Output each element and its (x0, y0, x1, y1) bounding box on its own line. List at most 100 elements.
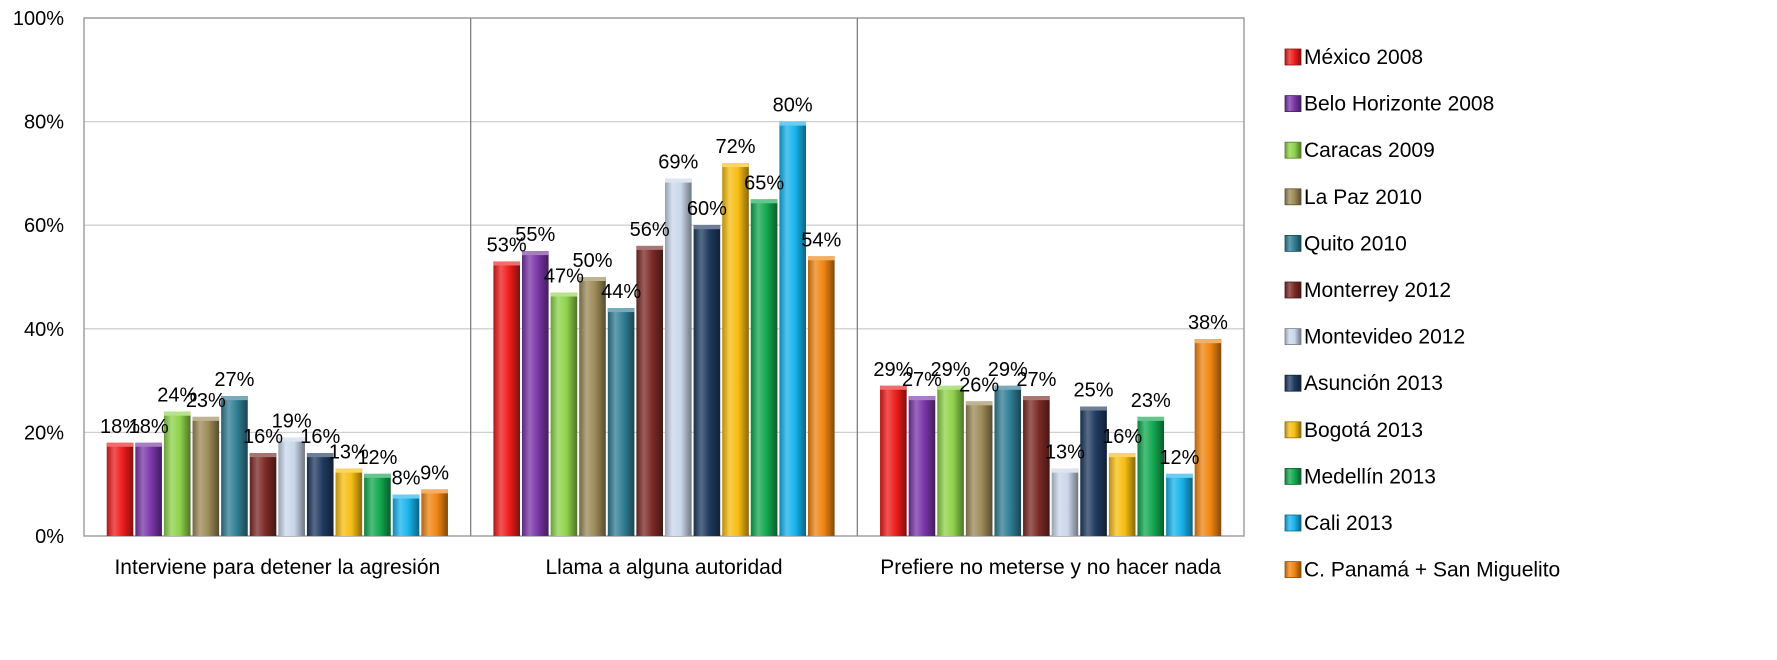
bar-top (249, 453, 277, 458)
bar (937, 385, 964, 536)
data-label: 54% (801, 229, 841, 251)
bar-top (750, 199, 778, 204)
bar (722, 163, 749, 537)
bar-top (364, 473, 391, 478)
bar (880, 385, 907, 536)
data-label: 50% (572, 250, 612, 272)
bar-top (335, 468, 363, 473)
bar (163, 411, 191, 536)
bar-top (994, 385, 1022, 390)
plot-border (83, 17, 1245, 537)
legend-swatch (1284, 561, 1302, 578)
data-label: 80% (773, 95, 813, 117)
bar-top (779, 121, 806, 126)
bar-top (163, 411, 191, 416)
data-label: 26% (959, 374, 999, 396)
bar-top (965, 401, 993, 406)
bar (693, 225, 721, 536)
data-label: 60% (687, 198, 727, 220)
data-label: 16% (243, 426, 283, 448)
bar (1108, 453, 1136, 536)
data-label: 12% (357, 447, 397, 469)
legend-swatch (1284, 234, 1302, 252)
legend-swatch (1284, 95, 1302, 112)
data-label: 29% (988, 359, 1028, 381)
data-label: 44% (601, 281, 641, 303)
bar-top (1080, 406, 1107, 411)
legend-swatch (1284, 514, 1302, 532)
bar (607, 308, 635, 536)
y-tick-label: 60% (24, 215, 64, 237)
bar (1166, 473, 1193, 536)
bar (306, 453, 334, 536)
data-label: 12% (1159, 447, 1199, 469)
bar-top (221, 396, 248, 401)
bar-top (722, 163, 749, 168)
y-tick-label: 80% (24, 112, 64, 134)
x-category-label: Prefiere no meterse y no hacer nada (880, 556, 1221, 579)
bar (665, 178, 692, 536)
legend-swatch (1284, 48, 1302, 66)
data-label: 72% (715, 136, 755, 158)
legend-label: La Paz 2010 (1304, 186, 1422, 209)
data-label: 19% (272, 411, 312, 433)
data-label: 69% (658, 152, 698, 174)
data-label: 23% (1131, 390, 1171, 412)
y-tick-label: 100% (13, 8, 64, 30)
data-label: 29% (873, 359, 913, 381)
bar-top (493, 261, 520, 266)
bar-top (607, 308, 635, 313)
data-label: 27% (1016, 369, 1056, 391)
legend-swatch (1284, 467, 1302, 485)
y-tick-label: 0% (35, 526, 64, 548)
legend-label: Caracas 2009 (1304, 139, 1435, 162)
y-tick-label: 20% (24, 422, 64, 444)
data-label: 16% (300, 426, 340, 448)
bar (364, 473, 391, 536)
data-label: 16% (1102, 426, 1142, 448)
legend-label: C. Panamá + San Miguelito (1304, 559, 1560, 582)
data-label: 24% (157, 385, 197, 407)
legend-label: Asunción 2013 (1304, 372, 1443, 395)
bar (1080, 406, 1107, 536)
bar (1137, 416, 1165, 536)
data-label: 27% (214, 369, 254, 391)
bar-top (522, 251, 549, 256)
bar (278, 437, 305, 536)
legend-label: Monterrey 2012 (1304, 279, 1451, 302)
bar (1051, 468, 1079, 536)
bar (522, 251, 549, 536)
bar-top (421, 489, 448, 494)
bar (550, 292, 578, 536)
bar (493, 261, 520, 536)
legend-label: Belo Horizonte 2008 (1304, 93, 1494, 116)
data-label: 27% (902, 369, 942, 391)
data-label: 18% (129, 416, 169, 438)
bar-top (808, 256, 835, 261)
bar-top (1194, 339, 1222, 344)
bar-top (550, 292, 578, 297)
legend-label: Cali 2013 (1304, 512, 1393, 535)
data-label: 23% (186, 390, 226, 412)
bar (335, 468, 363, 536)
bar (636, 245, 663, 537)
bar (779, 121, 806, 536)
bar-top (392, 494, 420, 499)
legend-swatch (1284, 421, 1302, 439)
legend-swatch (1284, 141, 1302, 159)
bar-top (636, 245, 663, 250)
data-label: 29% (931, 359, 971, 381)
x-category-label: Llama a alguna autoridad (545, 556, 782, 579)
data-label: 8% (392, 468, 421, 490)
data-label: 56% (630, 219, 670, 241)
bar (392, 494, 420, 536)
data-label: 47% (544, 266, 584, 288)
legend-label: Quito 2010 (1304, 232, 1407, 255)
bar-top (880, 385, 907, 390)
legend: México 2008 Belo Horizonte 2008 Caracas 20… (1284, 46, 1560, 582)
bar (750, 199, 778, 537)
bar (908, 396, 936, 536)
legend-swatch (1284, 281, 1302, 299)
bar-top (1166, 473, 1193, 478)
bar-top (1051, 468, 1079, 473)
